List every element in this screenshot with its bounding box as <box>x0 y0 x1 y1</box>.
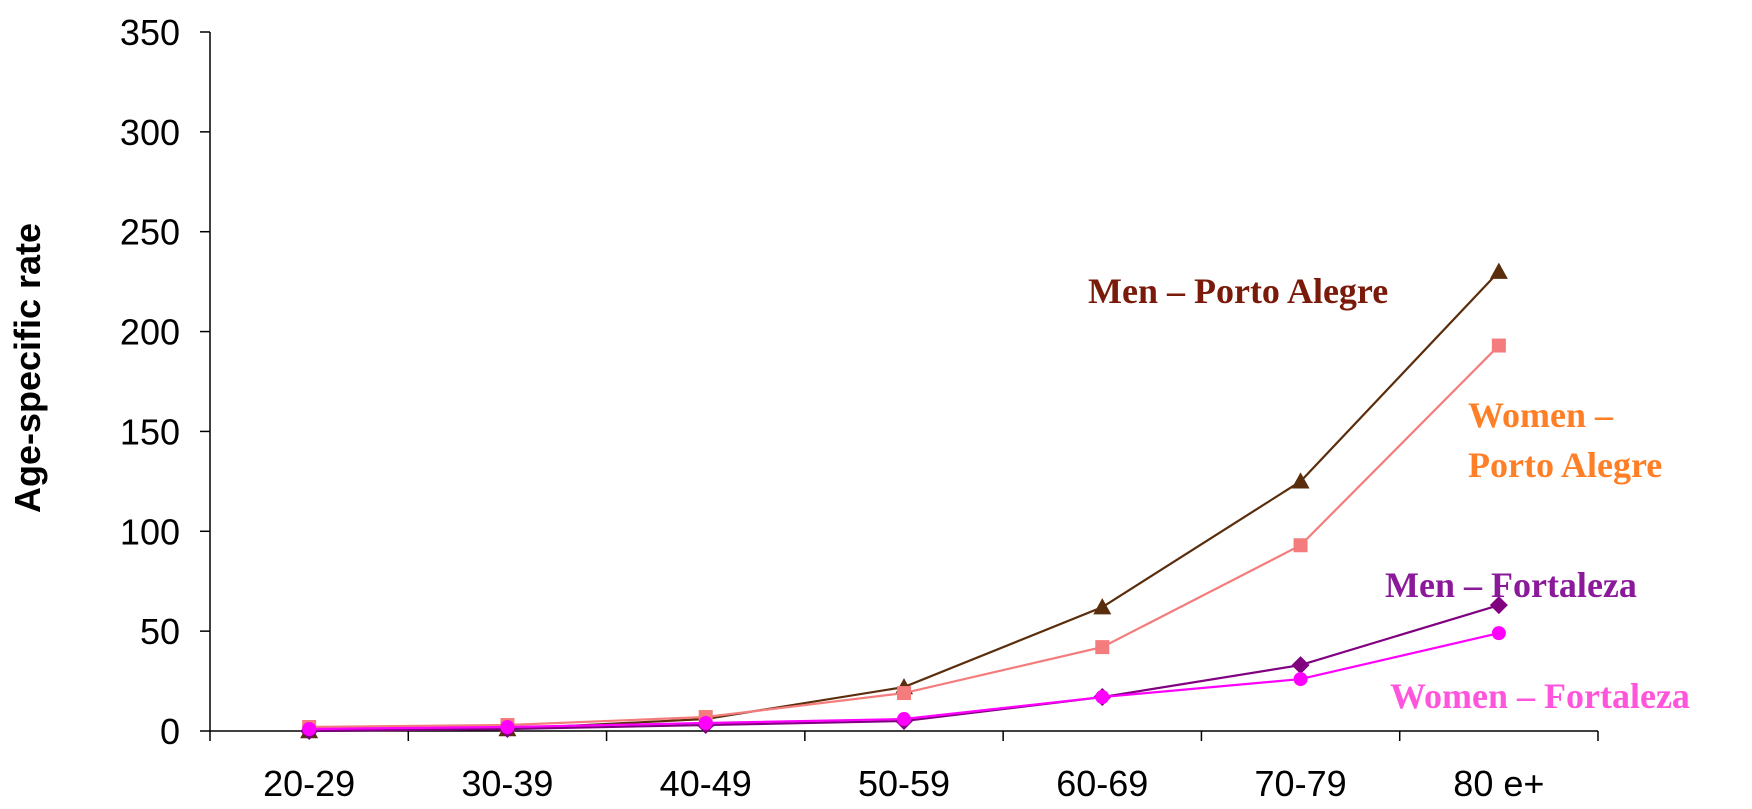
series-label: Women – Porto Alegre <box>1468 395 1662 485</box>
y-axis-title: Age-specific rate <box>7 223 48 513</box>
data-point-triangle <box>1489 262 1508 279</box>
data-point-circle <box>1095 690 1110 705</box>
series-labels: Men – Porto Alegre Women – Porto Alegre Men… <box>1088 271 1690 716</box>
x-tick-label: 70-79 <box>1255 763 1347 804</box>
x-axis-ticks: 20-29 30-39 40-49 50-59 60-69 70-79 80 e+ <box>209 731 1599 804</box>
y-tick-label: 150 <box>120 411 180 452</box>
x-tick-label: 40-49 <box>660 763 752 804</box>
y-tick-label: 300 <box>120 112 180 153</box>
series-label-line: Women – Fortaleza <box>1390 676 1690 716</box>
data-point-triangle <box>1291 472 1310 489</box>
series-group <box>300 262 1508 740</box>
y-axis-ticks: 0 50 100 150 200 250 300 350 <box>120 12 210 752</box>
data-point-circle <box>897 712 911 727</box>
series-label-line: Porto Alegre <box>1468 445 1662 485</box>
data-point-circle <box>698 716 713 731</box>
x-tick-label: 60-69 <box>1056 763 1148 804</box>
series-1 <box>300 262 1508 739</box>
x-tick-label: 80 e+ <box>1453 763 1544 804</box>
data-point-circle <box>1293 672 1308 687</box>
series-line <box>309 344 1500 729</box>
series-label-line: Women – <box>1468 395 1614 435</box>
data-point-circle <box>500 720 515 735</box>
data-point-square <box>1095 640 1110 655</box>
data-point-diamond <box>1489 596 1508 615</box>
data-point-square <box>897 686 911 701</box>
series-2 <box>302 338 1506 735</box>
y-tick-label: 0 <box>160 711 180 752</box>
data-point-circle <box>302 722 317 737</box>
series-line <box>309 270 1500 733</box>
data-point-circle <box>1491 626 1506 641</box>
series-label: Men – Porto Alegre <box>1088 271 1388 311</box>
y-tick-label: 50 <box>140 611 180 652</box>
series-label-line: Men – Fortaleza <box>1385 565 1637 605</box>
y-tick-label: 350 <box>120 12 180 53</box>
data-point-diamond <box>1291 656 1310 675</box>
series-label: Men – Fortaleza <box>1385 565 1637 605</box>
x-tick-label: 20-29 <box>263 763 355 804</box>
data-point-triangle <box>1093 598 1112 615</box>
y-tick-label: 100 <box>120 511 180 552</box>
x-tick-label: 30-39 <box>461 763 553 804</box>
y-tick-label: 200 <box>120 312 180 353</box>
series-label: Women – Fortaleza <box>1390 676 1690 716</box>
series-label-line: Men – Porto Alegre <box>1088 271 1388 311</box>
data-point-square <box>1293 538 1308 553</box>
chart-axes <box>209 32 1598 732</box>
series-4 <box>302 626 1506 737</box>
data-point-square <box>1491 338 1506 353</box>
y-tick-label: 250 <box>120 212 180 253</box>
x-tick-label: 50-59 <box>858 763 950 804</box>
